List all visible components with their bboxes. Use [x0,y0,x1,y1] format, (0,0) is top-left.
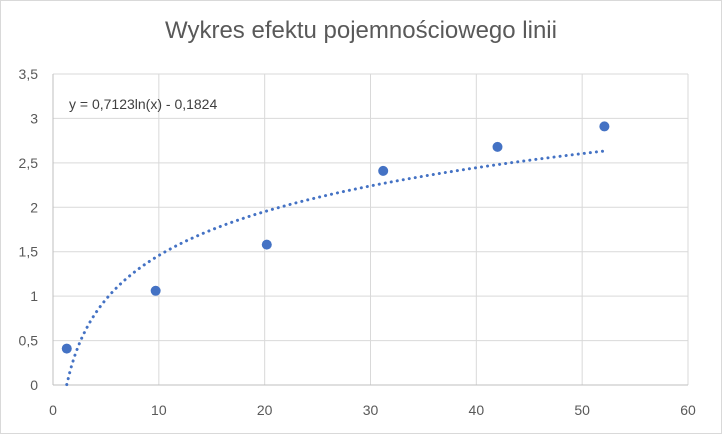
data-point [599,121,610,132]
y-tick-label: 2 [30,199,38,215]
data-point [61,343,72,354]
trendline-equation: y = 0,7123ln(x) - 0,1824 [69,96,217,112]
x-tick-label: 10 [151,402,167,418]
trendline-layer [65,149,606,387]
data-points [61,121,610,354]
y-tick-label: 2,5 [19,155,39,171]
chart-title: Wykres efektu pojemnościowego linii [165,17,557,44]
x-tick-label: 0 [49,402,57,418]
data-point [378,165,389,176]
x-tick-label: 30 [363,402,379,418]
data-point [261,239,272,250]
trendline [65,149,606,387]
y-tick-label: 0 [30,377,38,393]
x-tick-label: 20 [257,402,273,418]
y-tick-label: 1 [30,288,38,304]
gridlines [53,73,689,385]
y-tick-label: 3 [30,110,38,126]
y-tick-label: 3,5 [19,66,39,82]
data-point [492,141,503,152]
y-tick-label: 1,5 [19,244,39,260]
axes: 0 10 20 30 40 50 60 0 0,5 1 1,5 2 2,5 3 3,5 [19,66,696,418]
x-tick-label: 50 [574,402,590,418]
data-point [150,285,161,296]
x-tick-label: 40 [469,402,485,418]
x-tick-label: 60 [680,402,696,418]
y-tick-label: 0,5 [19,333,39,349]
